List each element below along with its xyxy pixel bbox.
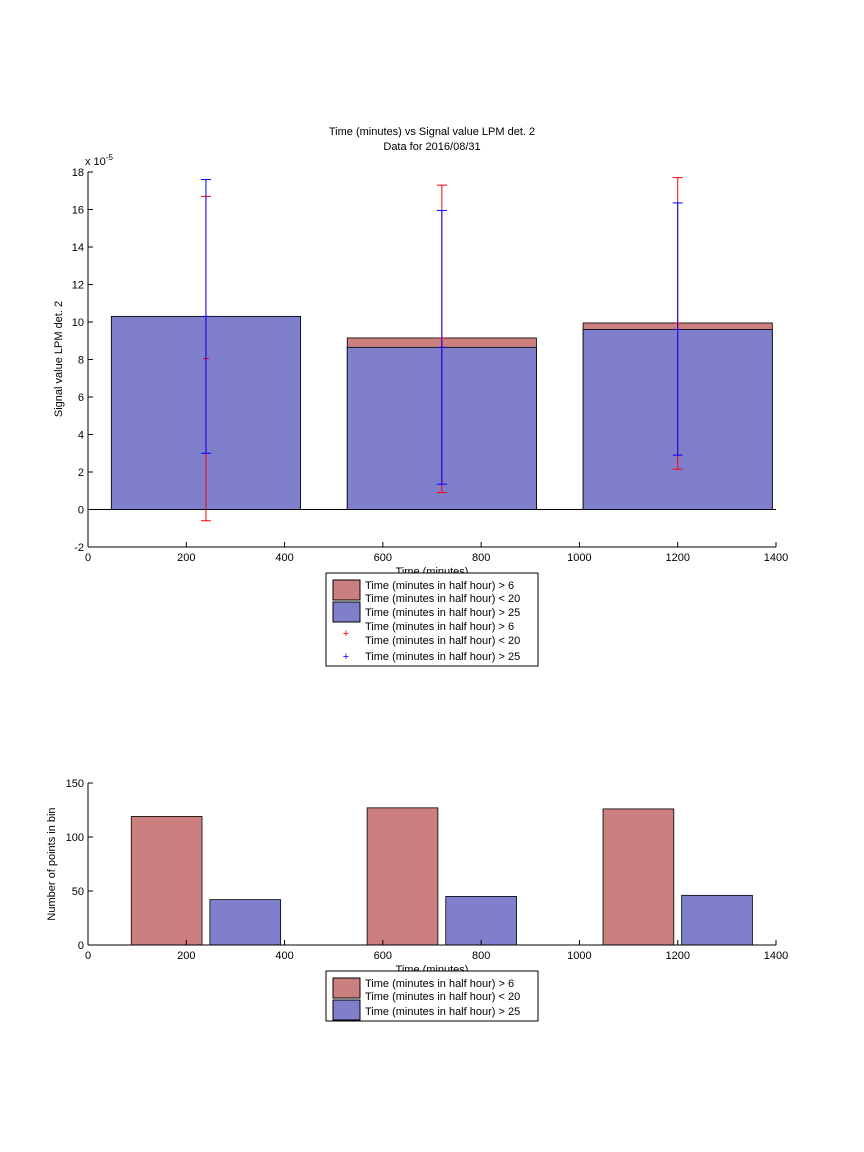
chart1-errorbars bbox=[200, 177, 683, 522]
chart2-ylabel: Number of points in bin bbox=[46, 807, 58, 920]
chart1-y-tick-label-5: 8 bbox=[78, 355, 84, 367]
chart2-x-tick-label-7: 1400 bbox=[764, 950, 788, 962]
chart2-bar-0-1 bbox=[366, 807, 439, 946]
chart2-x-tick-label-1: 200 bbox=[177, 950, 195, 962]
chart2-x-tick-label-2: 400 bbox=[275, 950, 293, 962]
chart1-x-tick-label-7: 1400 bbox=[764, 552, 788, 564]
chart1-legend-label-blueerr: Time (minutes in half hour) > 25 bbox=[365, 651, 520, 663]
chart1-legend-box bbox=[325, 572, 539, 667]
chart1-y-tick-label-10: 18 bbox=[72, 167, 84, 179]
chart1-y-exponent: x 10-5 bbox=[85, 153, 113, 168]
chart1-legend-swatch-red bbox=[332, 579, 361, 601]
chart2-bar-0-0 bbox=[130, 816, 203, 946]
chart1-x-tick-label-3: 600 bbox=[374, 552, 392, 564]
chart1-y-exponent-power: -5 bbox=[106, 153, 114, 162]
chart1-legend: Time (minutes in half hour) > 6 Time (mi… bbox=[325, 572, 539, 667]
chart1-y-tick-label-3: 4 bbox=[78, 430, 84, 442]
chart1-y-tick-label-8: 14 bbox=[72, 242, 84, 254]
chart2-bar-1-2 bbox=[681, 894, 753, 946]
chart2-legend-box bbox=[325, 970, 539, 1022]
chart2-bar-0-2 bbox=[602, 808, 675, 946]
chart1-x-tick-label-4: 800 bbox=[472, 552, 490, 564]
chart1-y-tick-label-0: -2 bbox=[74, 542, 84, 554]
chart2-x-tick-label-6: 1200 bbox=[665, 950, 689, 962]
chart1-axes: 0 200 400 600 800 1000 1200 1400-20246810121416… bbox=[72, 167, 788, 564]
chart2-legend-swatch-blue bbox=[332, 999, 361, 1021]
chart1-x-tick-label-2: 400 bbox=[275, 552, 293, 564]
chart1-legend-label-rederr-2: Time (minutes in half hour) < 20 bbox=[365, 635, 520, 647]
chart2-x-tick-label-0: 0 bbox=[85, 950, 91, 962]
signal-chart: Time (minutes) vs Signal value LPM det. … bbox=[53, 126, 788, 667]
chart2-legend-label-blue: Time (minutes in half hour) > 25 bbox=[365, 1006, 520, 1018]
chart1-x-tick-label-5: 1000 bbox=[567, 552, 591, 564]
chart2-y-tick-label-0: 0 bbox=[78, 940, 84, 952]
chart2-y-tick-label-3: 150 bbox=[66, 778, 84, 790]
chart2-y-tick-label-1: 50 bbox=[72, 886, 84, 898]
chart1-x-tick-label-0: 0 bbox=[85, 552, 91, 564]
chart2-legend-label-red-1: Time (minutes in half hour) > 6 bbox=[365, 978, 514, 990]
count-chart: 0 200 400 600 800 1000 1200 1400 0 50 100 150 Time … bbox=[46, 778, 789, 1022]
chart1-legend-label-red-2: Time (minutes in half hour) < 20 bbox=[365, 593, 520, 605]
chart2-x-tick-label-4: 800 bbox=[472, 950, 490, 962]
chart2-x-tick-label-3: 600 bbox=[374, 950, 392, 962]
chart1-x-tick-label-6: 1200 bbox=[665, 552, 689, 564]
chart1-x-tick-label-1: 200 bbox=[177, 552, 195, 564]
chart2-y-tick-label-2: 100 bbox=[66, 832, 84, 844]
chart1-title: Time (minutes) vs Signal value LPM det. … bbox=[329, 126, 535, 138]
chart1-y-tick-label-7: 12 bbox=[72, 280, 84, 292]
chart1-legend-marker-blue: + bbox=[343, 651, 349, 663]
chart1-legend-label-blue: Time (minutes in half hour) > 25 bbox=[365, 607, 520, 619]
chart1-legend-label-rederr-1: Time (minutes in half hour) > 6 bbox=[365, 621, 514, 633]
chart2-legend-swatch-red bbox=[332, 977, 361, 999]
chart1-legend-label-red-1: Time (minutes in half hour) > 6 bbox=[365, 580, 514, 592]
chart2-legend: Time (minutes in half hour) > 6 Time (mi… bbox=[325, 970, 539, 1022]
chart2-bars bbox=[130, 807, 753, 946]
chart2-bar-1-0 bbox=[209, 899, 282, 946]
chart1-y-tick-label-4: 6 bbox=[78, 392, 84, 404]
chart1-legend-swatch-blue bbox=[332, 601, 361, 623]
chart2-x-tick-label-5: 1000 bbox=[567, 950, 591, 962]
chart1-y-tick-label-9: 16 bbox=[72, 205, 84, 217]
chart1-subtitle: Data for 2016/08/31 bbox=[383, 141, 480, 153]
chart1-y-tick-label-1: 0 bbox=[78, 505, 84, 517]
chart1-y-tick-label-2: 2 bbox=[78, 467, 84, 479]
chart2-legend-label-red-2: Time (minutes in half hour) < 20 bbox=[365, 991, 520, 1003]
chart1-ylabel: Signal value LPM det. 2 bbox=[53, 301, 65, 417]
chart1-legend-marker-red: + bbox=[343, 628, 349, 640]
chart2-axes: 0 200 400 600 800 1000 1200 1400 0 50 100 150 bbox=[66, 778, 789, 962]
chart1-y-tick-label-6: 10 bbox=[72, 317, 84, 329]
chart2-bar-1-1 bbox=[445, 896, 517, 946]
